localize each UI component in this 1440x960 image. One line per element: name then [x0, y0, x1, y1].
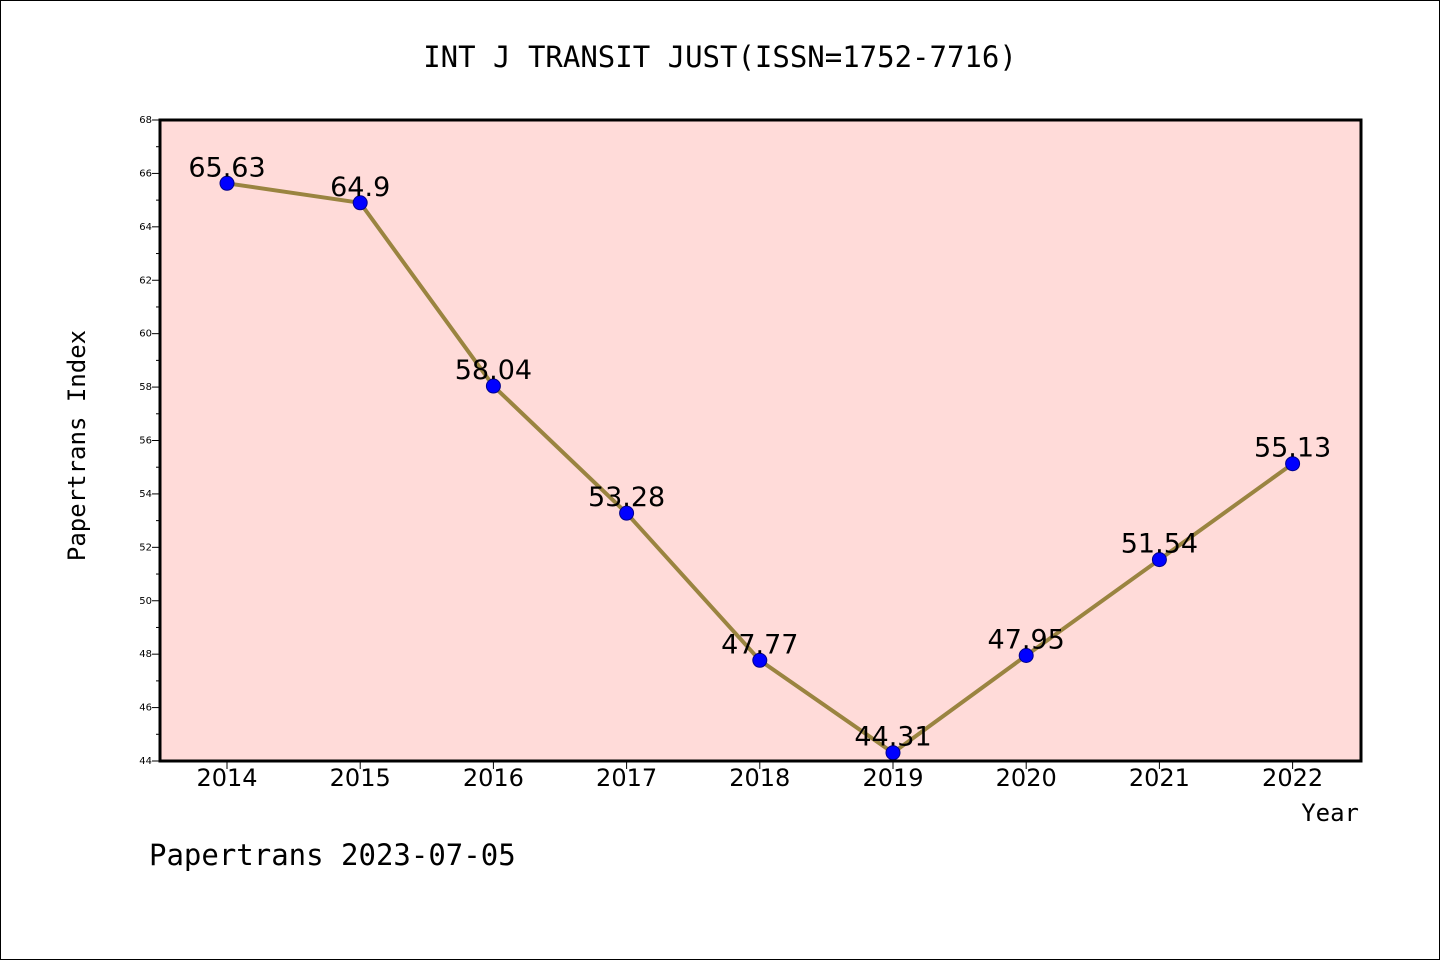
x-tick-label: 2020	[996, 764, 1057, 792]
data-label: 47.95	[988, 625, 1065, 656]
x-tick-label: 2015	[330, 764, 391, 792]
data-labels: 65.63 64.9 58.04 53.28 47.77 44.31 47.95 51.54 5…	[188, 152, 1331, 752]
y-tick-label: 60	[139, 329, 152, 340]
data-point	[752, 652, 768, 668]
data-label: 65.63	[188, 152, 265, 183]
y-tick-label: 58	[139, 382, 152, 393]
data-label: 44.31	[854, 722, 931, 753]
series-layer	[219, 175, 1301, 761]
x-tick-label: 2022	[1262, 764, 1323, 792]
data-label: 64.9	[330, 172, 390, 203]
data-label: 53.28	[588, 482, 665, 513]
data-point	[352, 195, 368, 211]
x-tick-label: 2019	[862, 764, 923, 792]
data-label: 55.13	[1254, 433, 1331, 464]
y-tick-label: 62	[139, 275, 152, 286]
x-tick-label: 2014	[196, 764, 257, 792]
y-tick-label: 56	[139, 436, 152, 447]
y-tick-label: 68	[139, 115, 152, 126]
y-tick-label: 66	[139, 168, 152, 179]
x-tick-label: 2017	[596, 764, 657, 792]
data-label: 51.54	[1121, 529, 1198, 560]
data-point	[1285, 456, 1301, 472]
x-axis-label: Year	[1301, 799, 1359, 827]
y-tick-label: 46	[139, 703, 152, 714]
data-point	[1018, 648, 1034, 664]
footer-text: Papertrans 2023-07-05	[149, 838, 516, 872]
data-label: 58.04	[455, 355, 532, 386]
x-tick-label: 2021	[1129, 764, 1190, 792]
plot-frame	[158, 118, 1363, 763]
data-label: 47.77	[721, 629, 798, 660]
data-point	[485, 378, 501, 394]
x-tick-label: 2016	[463, 764, 524, 792]
y-tick-label: 52	[139, 542, 152, 553]
chart-title: INT J TRANSIT JUST(ISSN=1752-7716)	[423, 40, 1017, 74]
data-point	[219, 175, 235, 191]
y-tick-label: 48	[139, 649, 152, 660]
x-tick-label: 2018	[729, 764, 790, 792]
y-tick-label: 64	[139, 222, 152, 233]
y-tick-label: 44	[139, 756, 152, 767]
y-axis-label: Papertrans Index	[63, 330, 91, 561]
data-point	[1151, 552, 1167, 568]
y-tick-label: 54	[139, 489, 152, 500]
x-axis: 2014 2015 2016 2017 2018 2019 2020 2021 2022	[196, 761, 1323, 792]
y-tick-label: 50	[139, 596, 152, 607]
y-axis: 44 46 48 50 52 54 56 58 60 62 64 66 68	[139, 115, 160, 767]
data-point	[619, 505, 635, 521]
